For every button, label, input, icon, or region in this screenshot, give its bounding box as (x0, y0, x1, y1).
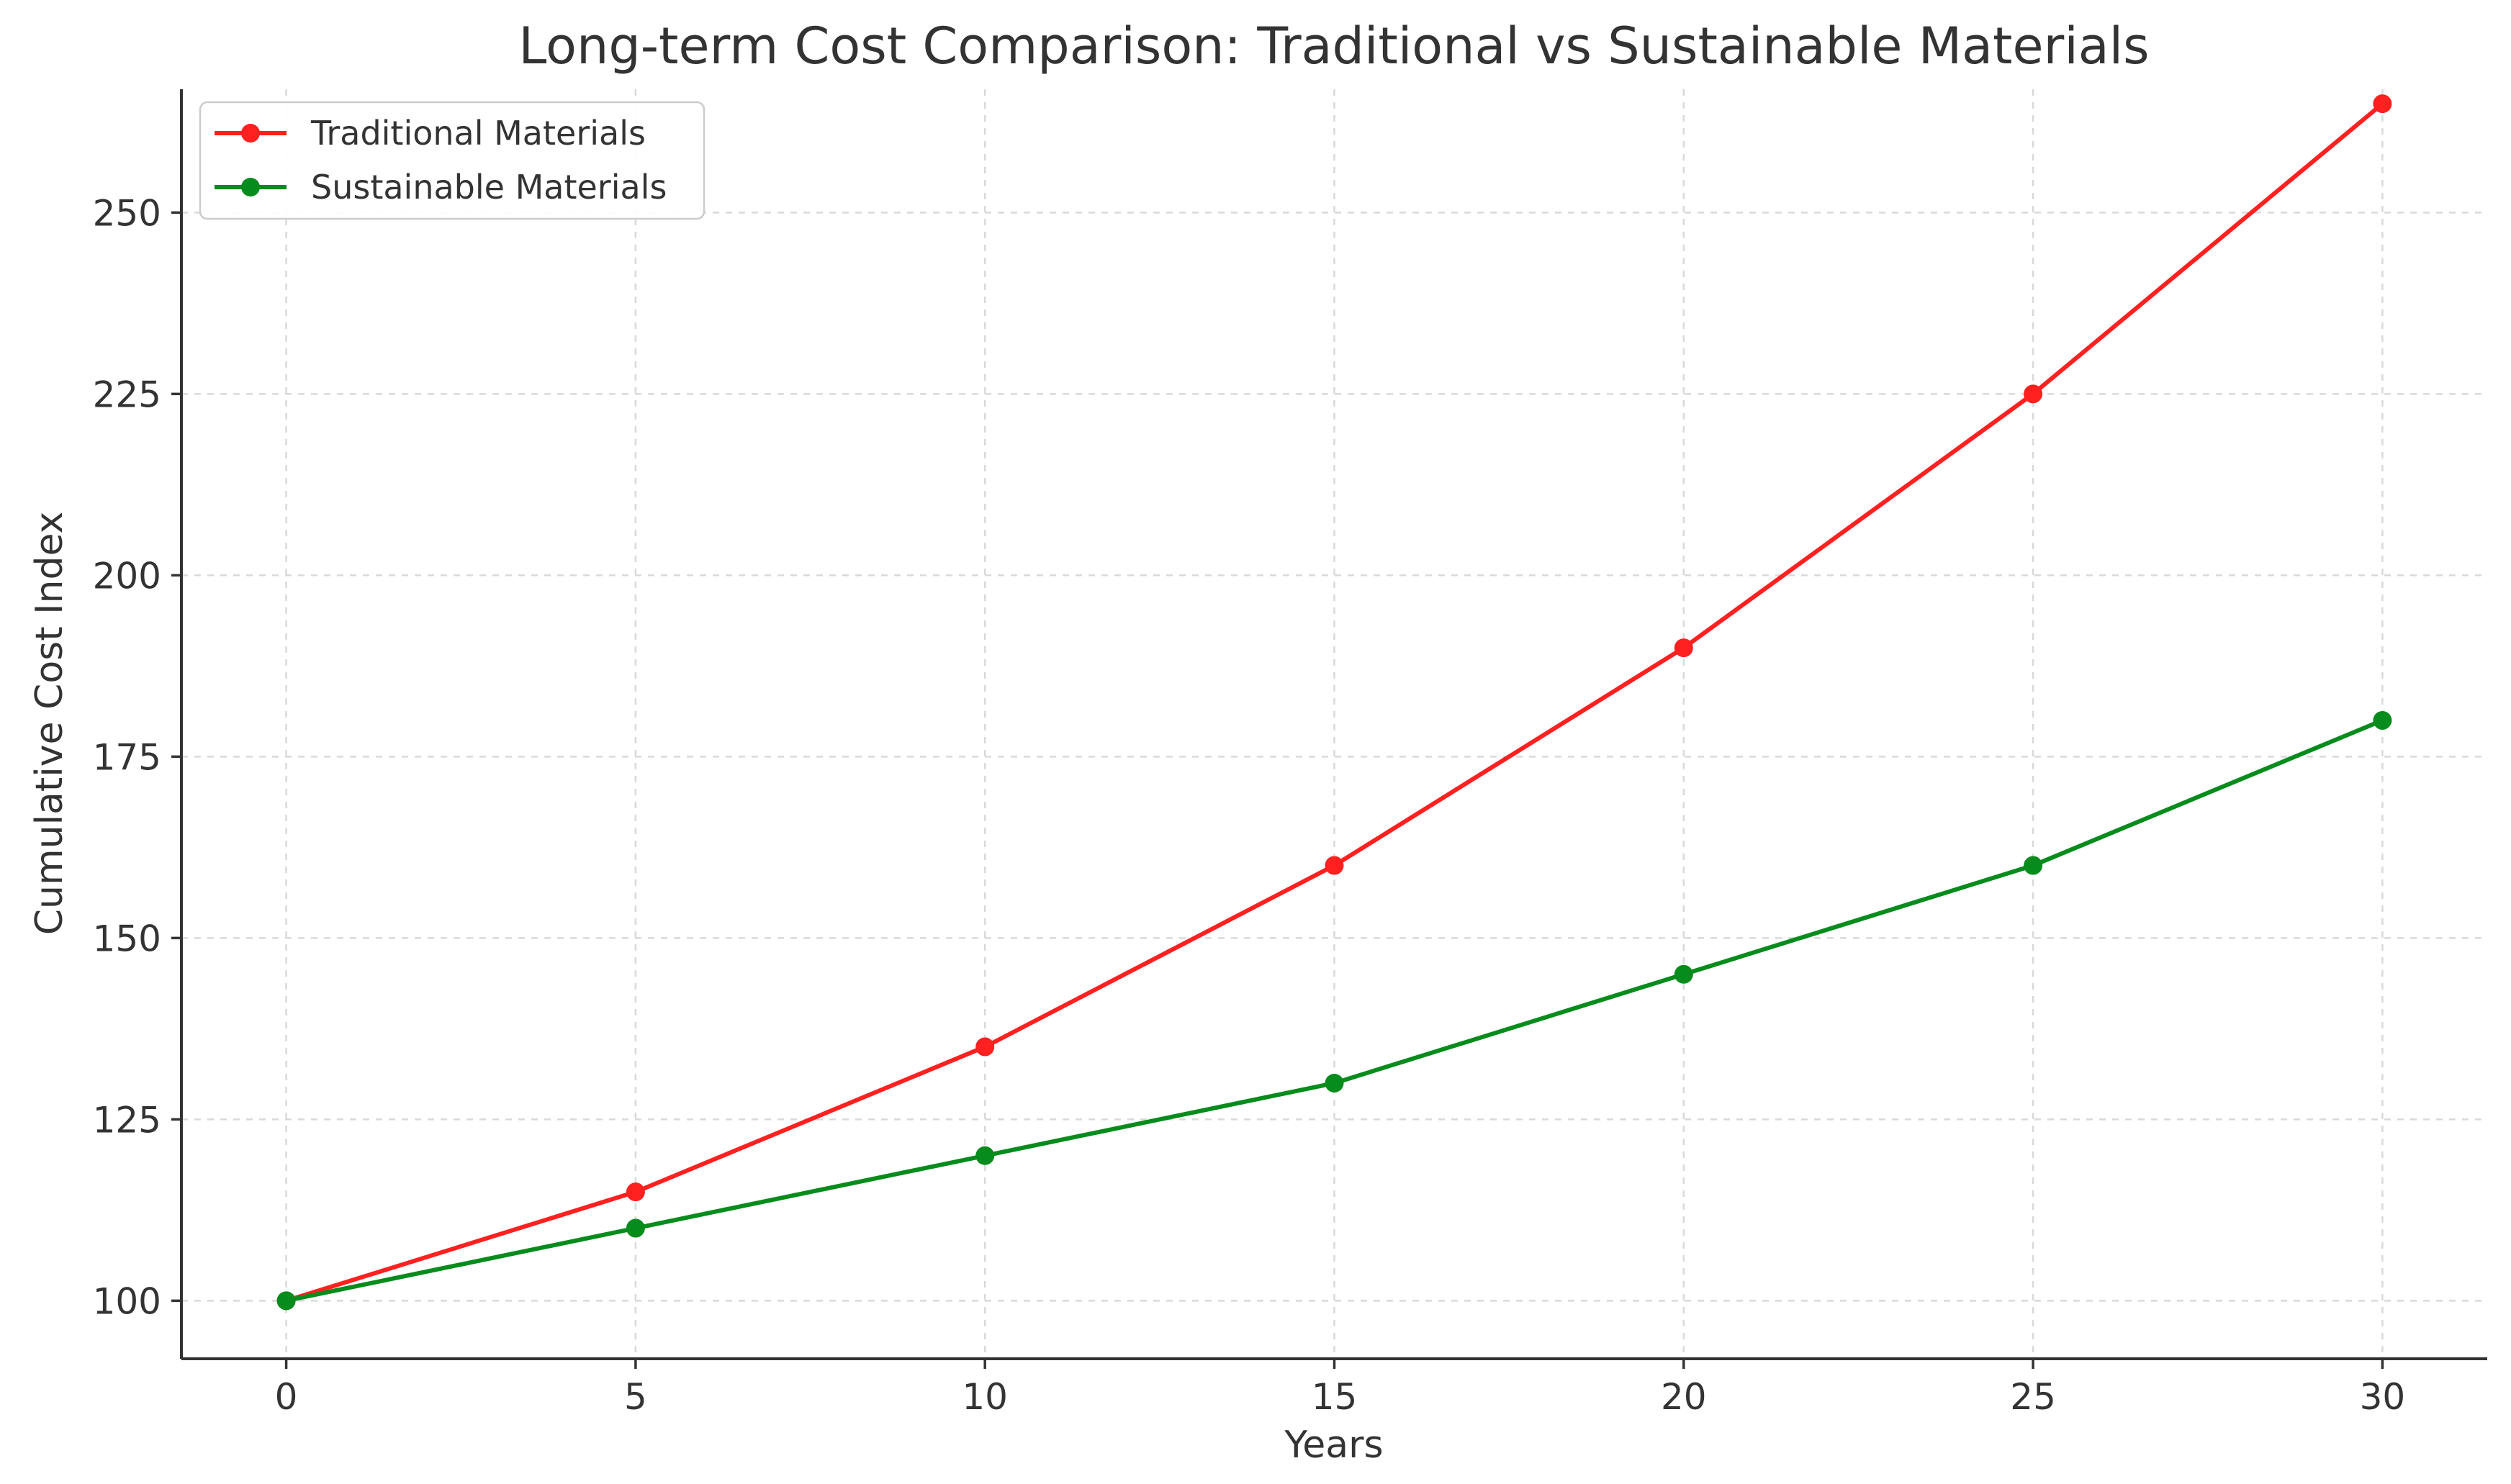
x-tick-label: 15 (1312, 1376, 1358, 1418)
grid-layer (181, 89, 2487, 1359)
data-point-traditional (1325, 856, 1344, 875)
data-point-sustainable (626, 1218, 645, 1238)
data-point-traditional (975, 1037, 995, 1057)
x-tick-label: 30 (2360, 1376, 2406, 1418)
series-layer (276, 94, 2392, 1311)
series-traditional (276, 94, 2392, 1311)
legend-marker-traditional (241, 124, 260, 142)
y-tick-label: 125 (93, 1099, 161, 1141)
data-point-sustainable (1325, 1073, 1344, 1092)
data-point-traditional (2024, 384, 2043, 404)
y-axis-label: Cumulative Cost Index (28, 512, 71, 936)
axes-layer: 0 5 10 15 20 25 30 100 125 150 175 200 225 250 (93, 89, 2487, 1418)
x-tick-label: 0 (275, 1376, 298, 1418)
series-sustainable (276, 710, 2392, 1311)
legend-entry-sustainable: Sustainable Materials (215, 168, 667, 207)
x-axis-label: Years (1284, 1424, 1383, 1467)
legend-label-sustainable: Sustainable Materials (311, 168, 667, 207)
y-tick-label: 175 (93, 736, 161, 778)
x-tick-label: 5 (624, 1376, 647, 1418)
y-tick-label: 100 (93, 1280, 161, 1322)
y-tick-label: 150 (93, 918, 161, 959)
data-point-traditional (2373, 94, 2392, 114)
legend-label-traditional: Traditional Materials (310, 114, 646, 153)
chart-title: Long-term Cost Comparison: Traditional v… (518, 17, 2149, 76)
x-tick-label: 10 (962, 1376, 1008, 1418)
data-point-traditional (626, 1182, 645, 1202)
legend-marker-sustainable (241, 178, 260, 196)
data-point-sustainable (975, 1146, 995, 1165)
legend-entry-traditional: Traditional Materials (215, 114, 646, 153)
data-point-sustainable (276, 1291, 296, 1311)
data-point-sustainable (2373, 710, 2392, 730)
y-tick-label: 225 (93, 374, 161, 415)
legend: Traditional Materials Sustainable Materi… (199, 101, 705, 220)
data-point-traditional (1674, 638, 1693, 658)
data-point-sustainable (2024, 856, 2043, 875)
x-tick-label: 25 (2010, 1376, 2056, 1418)
data-point-sustainable (1674, 964, 1693, 984)
legend-frame (199, 101, 705, 220)
x-tick-label: 20 (1661, 1376, 1707, 1418)
y-tick-label: 250 (93, 192, 161, 234)
y-tick-label: 200 (93, 555, 161, 597)
